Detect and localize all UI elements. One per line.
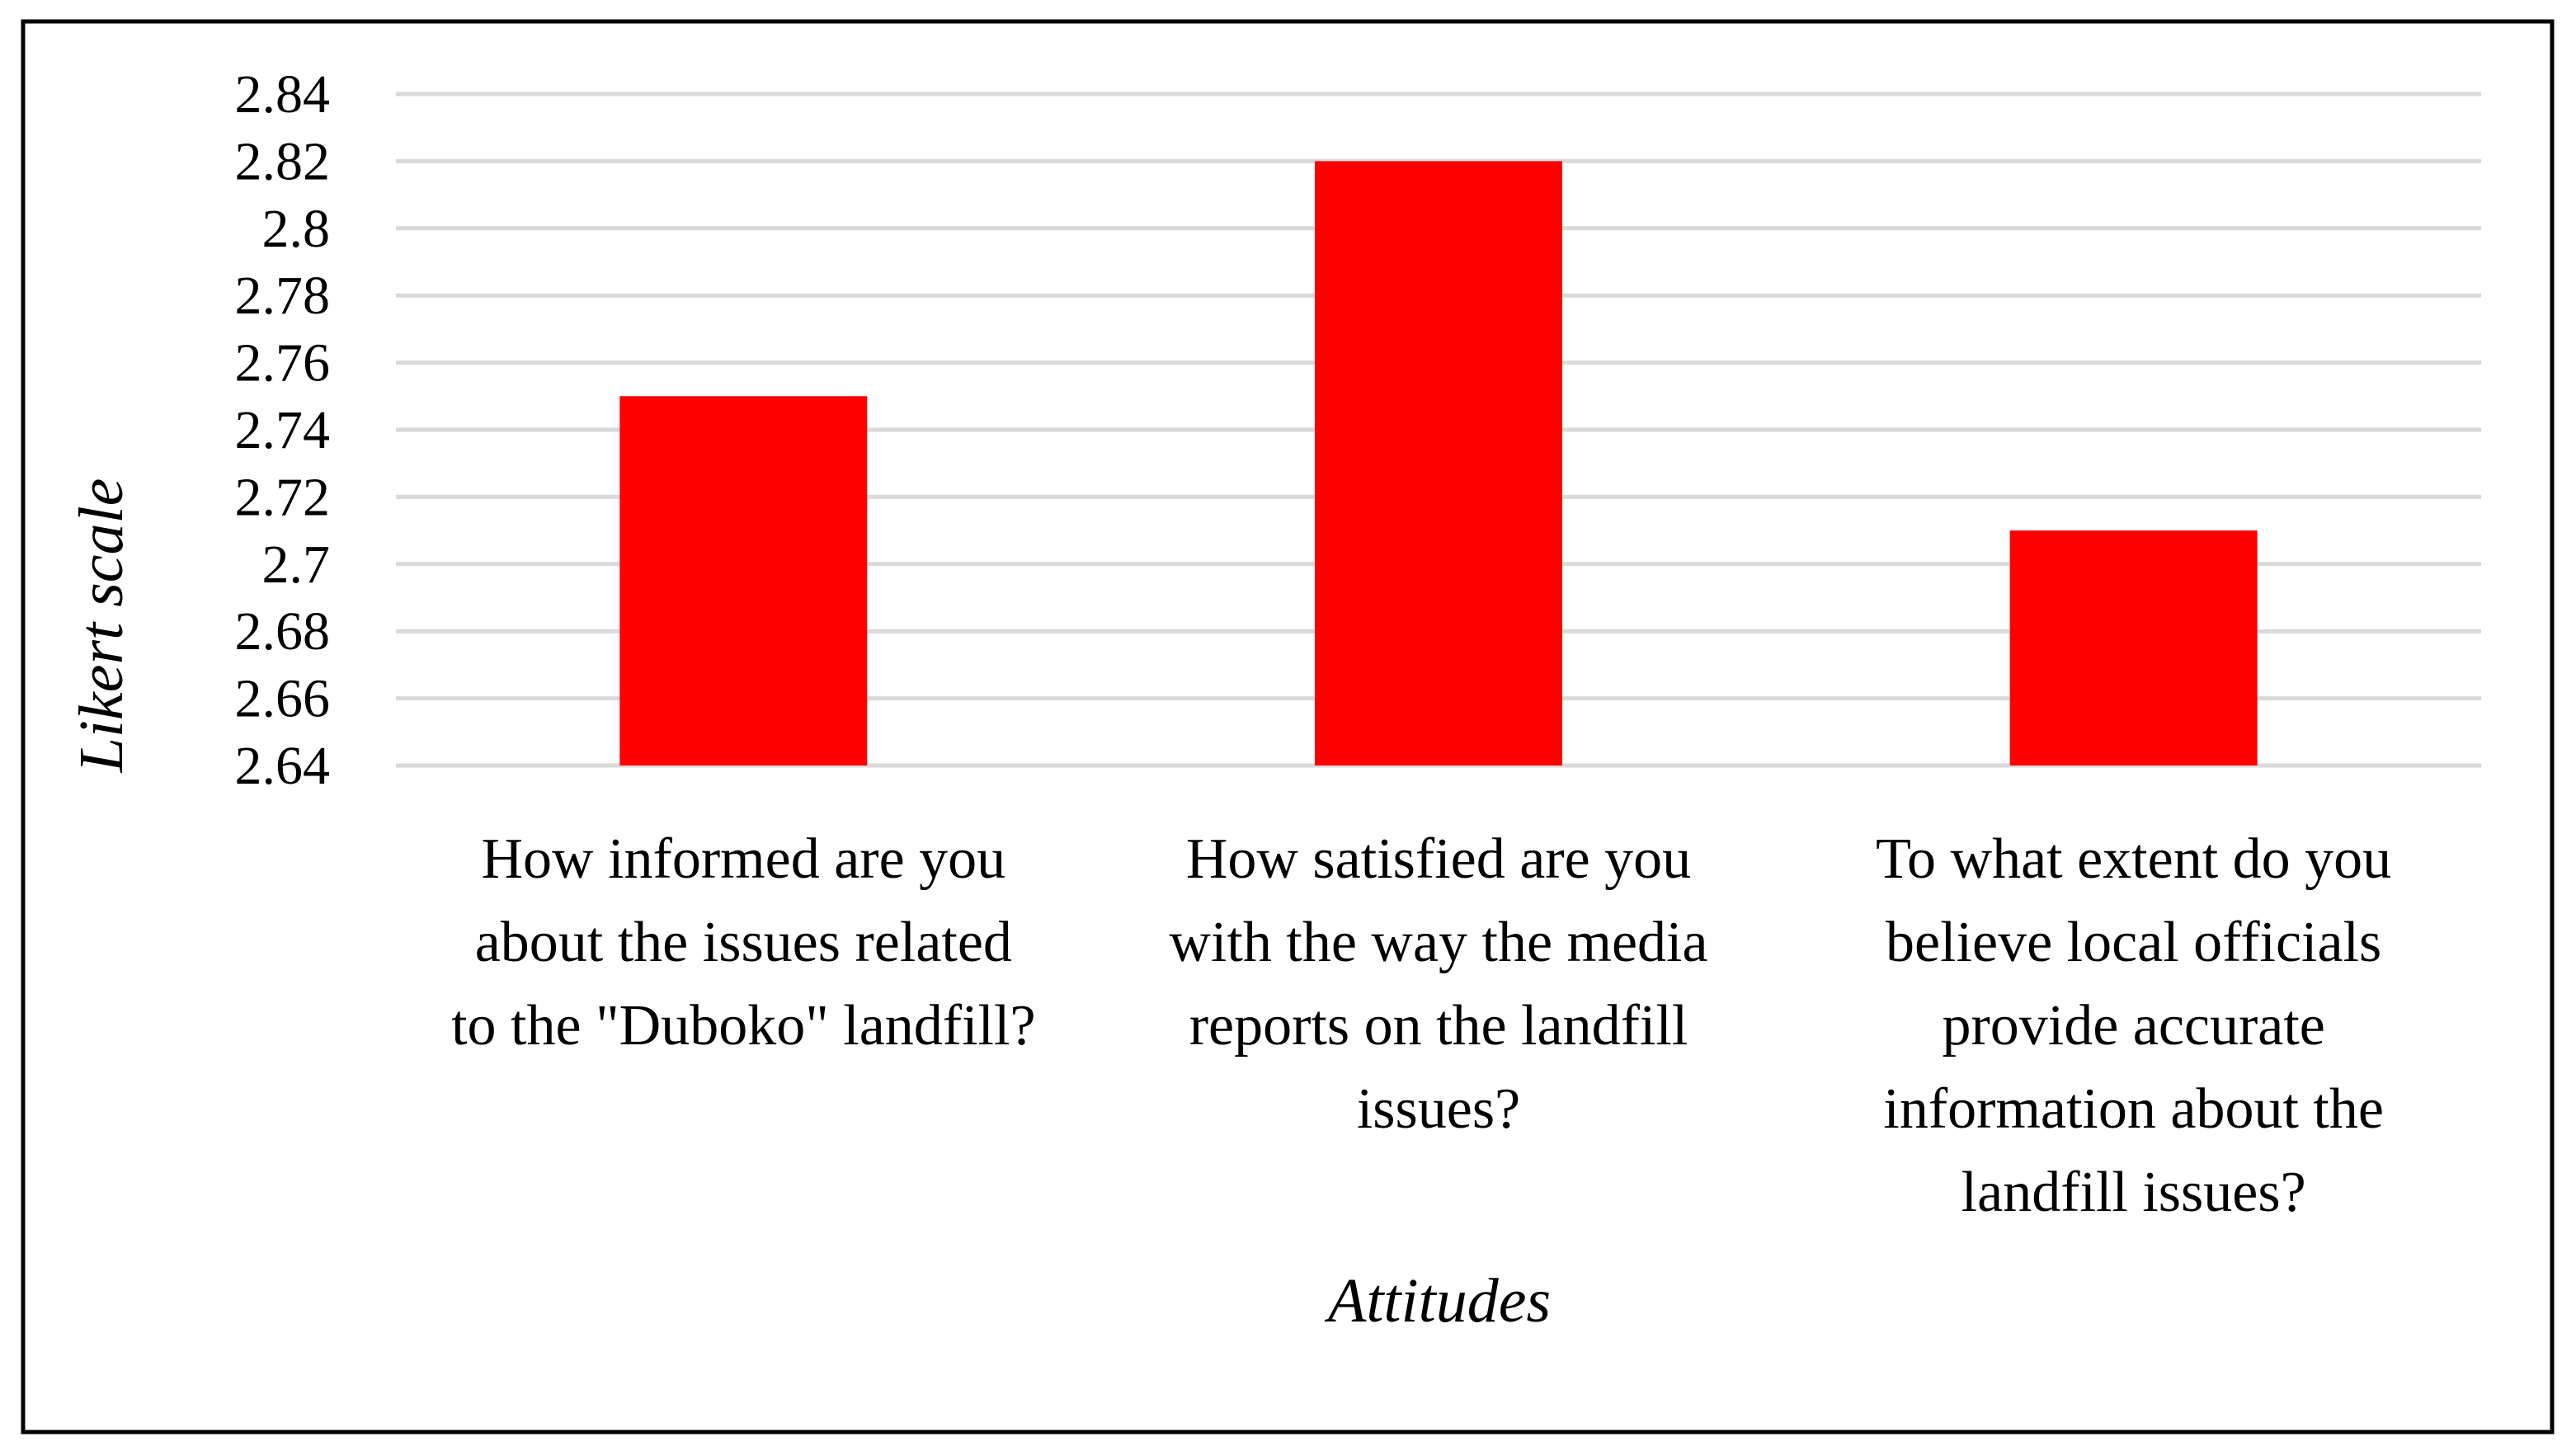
bar	[2009, 530, 2258, 766]
category-label-line: with the way the media	[1169, 911, 1707, 974]
bar	[619, 396, 868, 766]
category-label-line: reports on the landfill	[1189, 994, 1688, 1058]
y-axis-title: Likert scale	[67, 478, 136, 774]
category-label-line: landfill issues?	[1961, 1161, 2306, 1224]
y-tick-label: 2.68	[235, 601, 331, 662]
y-tick-label: 2.84	[235, 64, 331, 125]
y-tick-label: 2.66	[235, 669, 331, 729]
y-tick-label: 2.72	[235, 467, 331, 527]
category-label: To what extent do you believe local offic…	[1876, 827, 2391, 1224]
category-label-line: How informed are you	[482, 827, 1006, 891]
category-label-line: about the issues related	[475, 911, 1012, 974]
category-label-line: to the "Duboko" landfill?	[451, 994, 1035, 1058]
category-label-line: To what extent do you	[1876, 827, 2391, 891]
bar	[1315, 161, 1562, 766]
y-tick-label: 2.74	[235, 400, 331, 460]
y-tick-label: 2.7	[262, 535, 331, 595]
y-tick-label: 2.76	[235, 333, 331, 393]
category-label-line: issues?	[1357, 1077, 1520, 1141]
y-tick-label: 2.8	[262, 199, 331, 259]
bars	[619, 161, 2258, 766]
category-label-line: provide accurate	[1942, 994, 2324, 1058]
category-label: How satisfied are you with the way the me…	[1169, 827, 1707, 1141]
y-tick-label: 2.82	[235, 131, 331, 191]
y-tick-label: 2.78	[235, 266, 331, 326]
category-label-line: How satisfied are you	[1186, 827, 1691, 891]
y-tick-labels: 2.64 2.66 2.682.7 2.72 2.74 2.76 2.78 2.8 2.822.…	[235, 64, 331, 796]
y-tick-label: 2.64	[235, 736, 331, 796]
category-label-line: believe local officials	[1886, 911, 2381, 974]
category-label-line: information about the	[1883, 1077, 2384, 1141]
category-label: How informed are you about the issues rel…	[451, 827, 1035, 1058]
category-labels: How informed are you about the issues rel…	[451, 827, 2391, 1224]
x-axis-title: Attitudes	[1324, 1266, 1551, 1336]
